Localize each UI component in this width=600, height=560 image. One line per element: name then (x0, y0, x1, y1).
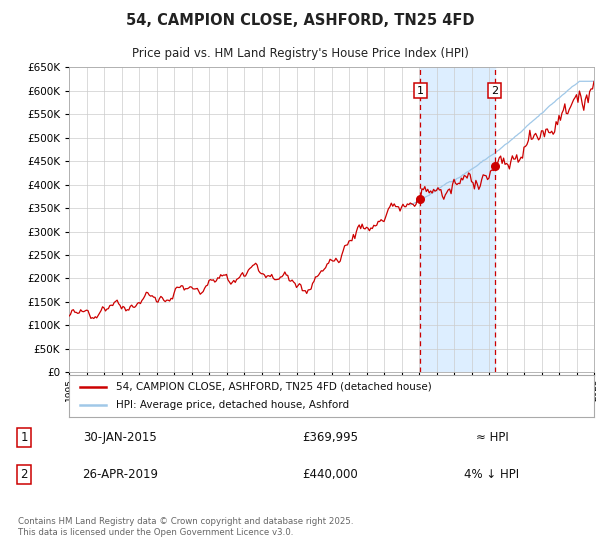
Text: 2: 2 (491, 86, 498, 96)
Text: £440,000: £440,000 (302, 468, 358, 481)
Text: 1: 1 (20, 431, 28, 444)
Text: £369,995: £369,995 (302, 431, 358, 444)
Bar (421, 67, 494, 372)
Text: HPI: Average price, detached house, Ashford: HPI: Average price, detached house, Ashf… (116, 400, 349, 410)
Text: 54, CAMPION CLOSE, ASHFORD, TN25 4FD: 54, CAMPION CLOSE, ASHFORD, TN25 4FD (126, 13, 474, 29)
Text: 54, CAMPION CLOSE, ASHFORD, TN25 4FD (detached house): 54, CAMPION CLOSE, ASHFORD, TN25 4FD (de… (116, 382, 432, 392)
Text: Contains HM Land Registry data © Crown copyright and database right 2025.
This d: Contains HM Land Registry data © Crown c… (18, 517, 353, 536)
Text: 2: 2 (20, 468, 28, 481)
Text: 26-APR-2019: 26-APR-2019 (82, 468, 158, 481)
Text: 1: 1 (417, 86, 424, 96)
Text: Price paid vs. HM Land Registry's House Price Index (HPI): Price paid vs. HM Land Registry's House … (131, 47, 469, 60)
Text: 30-JAN-2015: 30-JAN-2015 (83, 431, 157, 444)
Text: ≈ HPI: ≈ HPI (476, 431, 508, 444)
Text: 4% ↓ HPI: 4% ↓ HPI (464, 468, 520, 481)
